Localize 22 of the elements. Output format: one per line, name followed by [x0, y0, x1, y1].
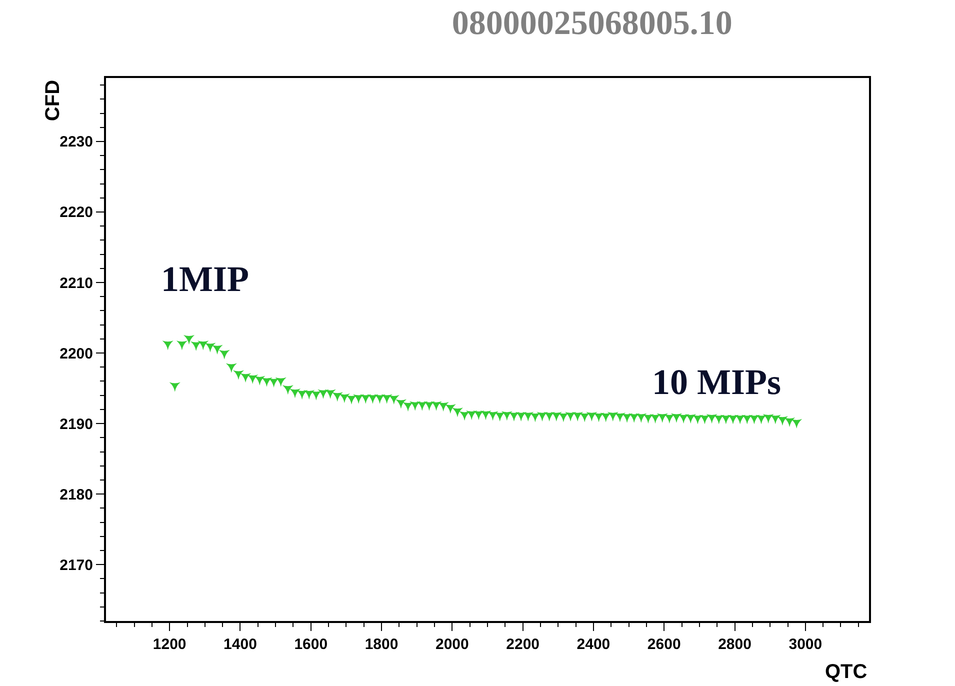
x-tick-label: 2600: [647, 636, 681, 653]
x-tick-label: 1400: [224, 636, 257, 653]
x-tick-label: 2200: [506, 636, 540, 653]
y-tick-label: 2190: [60, 416, 93, 433]
y-tick-label: 2230: [60, 134, 93, 151]
y-tick-label: 2200: [60, 345, 93, 362]
x-tick-label: 1200: [152, 636, 186, 653]
x-tick-label: 2400: [576, 636, 610, 653]
y-axis-title: CFD: [42, 80, 64, 122]
x-tick-label: 1800: [364, 636, 398, 653]
annotation: 10 MIPs: [652, 362, 781, 402]
y-tick-label: 2180: [60, 486, 93, 504]
annotation: 1MIP: [161, 259, 249, 299]
x-tick-label: 2000: [435, 636, 469, 653]
x-tick-label: 1600: [294, 636, 328, 653]
y-tick-label: 2220: [60, 204, 93, 222]
x-tick-label: 3000: [788, 636, 822, 653]
chart-title: 08000025068005.10: [452, 5, 732, 42]
x-tick-label: 2800: [718, 636, 752, 653]
x-axis-title: QTC: [825, 661, 868, 683]
y-tick-label: 2210: [60, 274, 93, 292]
y-tick-label: 2170: [60, 556, 93, 574]
